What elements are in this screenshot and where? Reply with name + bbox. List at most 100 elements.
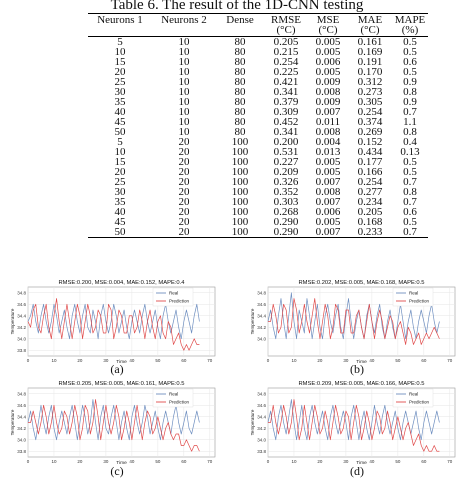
table-row: 45 20 100 0.290 0.005 0.168 0.5 [88, 216, 428, 228]
table-cell: 0.005 [315, 156, 341, 168]
table-cell: 80 [234, 66, 246, 78]
chart-title: RMSE:0.200, MSE:0.004, MAE:0.152, MAPE:0… [59, 280, 186, 286]
x-tick-label: 0 [267, 459, 270, 464]
y-tick-label: 34.8 [257, 290, 266, 295]
table-cell: 0.191 [357, 56, 383, 68]
chart-title: RMSE:0.205, MSE:0.005, MAE:0.161, MAPE:0… [59, 381, 185, 387]
y-tick-label: 34.2 [17, 325, 26, 330]
table-cell: 100 [231, 196, 249, 208]
table-cell: (°C) [348, 25, 392, 37]
legend: Real Prediction [152, 287, 194, 307]
table-cell: 15 [114, 156, 126, 168]
y-tick-label: 34.8 [17, 290, 26, 295]
table-cell: 0.168 [357, 216, 383, 228]
table-cell: 0.170 [357, 66, 383, 78]
table-cell: 0.006 [315, 56, 341, 68]
table-row: 15 10 80 0.254 0.006 0.191 0.6 [88, 56, 428, 68]
series-line-prediction [268, 399, 440, 452]
series-line-prediction [28, 399, 200, 452]
table-cell: 1.1 [403, 116, 417, 128]
x-tick-label: 60 [421, 459, 427, 464]
table-cell: 100 [231, 216, 249, 228]
table-cell: 20 [178, 176, 190, 188]
table-cell: 0.312 [357, 76, 383, 88]
table-row: 30 10 80 0.341 0.008 0.273 0.8 [88, 86, 428, 98]
table-cell: 0.008 [315, 86, 341, 98]
table-cell [216, 25, 264, 37]
table-cell: 10 [178, 56, 190, 68]
table-cell: 0.277 [357, 186, 383, 198]
table-cell: 0.5 [403, 36, 417, 48]
table-cell: 10 [114, 146, 126, 158]
line-chart: 33.8 34.0 34.2 34.4 34.6 34.8 0 10 20 30 40 50 60 70 R… [10, 381, 216, 466]
table-cell: 35 [114, 96, 126, 108]
table-cell: 0.200 [273, 136, 299, 148]
chart-panel-b: 34.0 34.2 34.4 34.6 34.8 0 10 20 30 40 50 60 70 RMSE:… [250, 277, 465, 367]
x-tick-label: 10 [51, 358, 57, 363]
table-cell: 0.326 [273, 176, 299, 188]
legend-label: Prediction [409, 299, 430, 304]
legend-label: Prediction [169, 299, 190, 304]
table-cell: (%) [392, 25, 428, 37]
table-cell: 20 [178, 146, 190, 158]
legend-label: Prediction [169, 400, 190, 405]
table-cell: 0.290 [273, 216, 299, 228]
table-cell: 0.6 [403, 56, 417, 68]
table-cell: 0.268 [273, 206, 299, 218]
table-header-row: Neurons 1 Neurons 2 Dense RMSE MSE MAE MAPE [88, 13, 428, 25]
y-tick-label: 34.6 [17, 302, 26, 307]
legend: Real Prediction [392, 287, 434, 307]
table-cell: 5 [117, 136, 123, 148]
table-row: 25 20 100 0.326 0.007 0.254 0.7 [88, 176, 428, 188]
table-cell: 0.13 [400, 146, 420, 158]
table-cell: 10 [178, 96, 190, 108]
table-cell: 0.225 [273, 66, 299, 78]
table-cell: 0.005 [315, 66, 341, 78]
line-chart: 33.8 34.0 34.2 34.4 34.6 34.8 0 10 20 30 40 50 60 70 R… [10, 280, 216, 365]
table-row: 10 10 80 0.215 0.005 0.169 0.5 [88, 46, 428, 58]
table-cell: 5 [117, 36, 123, 48]
table-cell: 80 [234, 106, 246, 118]
y-tick-label: 34.4 [257, 414, 266, 419]
table-cell [152, 25, 216, 37]
table-row: 40 20 100 0.268 0.006 0.205 0.6 [88, 206, 428, 218]
y-tick-label: 34.6 [17, 403, 26, 408]
table-cell: 10 [178, 126, 190, 138]
table-cell: 25 [114, 176, 126, 188]
table-cell: 35 [114, 196, 126, 208]
y-tick-label: 34.4 [17, 414, 26, 419]
table-cell: MSE [308, 13, 348, 25]
series-line-prediction [268, 298, 440, 345]
table-cell: 0.5 [403, 66, 417, 78]
chart-panel-c: 33.8 34.0 34.2 34.4 34.6 34.8 0 10 20 30 40 50 60 70 R… [10, 378, 225, 468]
table-cell: 20 [178, 186, 190, 198]
table-units-row: (°C) (°C) (°C) (%) [88, 25, 428, 37]
table-cell: 0.341 [273, 86, 299, 98]
table-cell: 80 [234, 36, 246, 48]
y-tick-label: 34.4 [257, 313, 266, 318]
line-chart: 33.8 34.0 34.2 34.4 34.6 34.8 0 10 20 30 40 50 60 70 R… [250, 381, 456, 466]
table-cell: Neurons 1 [88, 13, 152, 25]
table-cell: 40 [114, 206, 126, 218]
table-cell: 0.011 [315, 116, 341, 128]
table-cell: 45 [114, 116, 126, 128]
table-cell: 100 [231, 186, 249, 198]
x-tick-label: 50 [395, 358, 401, 363]
table-cell: 0.005 [315, 216, 341, 228]
x-tick-label: 50 [155, 459, 161, 464]
legend-label: Real [409, 392, 418, 397]
x-axis-label: Time [356, 359, 367, 365]
table-cell: 0.215 [273, 46, 299, 58]
table-cell [88, 25, 152, 37]
legend-label: Real [409, 291, 418, 296]
x-axis-label: Time [116, 460, 127, 466]
table-cell: 0.254 [357, 106, 383, 118]
y-tick-label: 34.2 [257, 325, 266, 330]
table-cell: 0.5 [403, 166, 417, 178]
y-tick-label: 34.6 [257, 302, 266, 307]
x-tick-label: 70 [207, 358, 213, 363]
table-cell: 80 [234, 46, 246, 58]
table-cell: 100 [231, 146, 249, 158]
x-tick-label: 60 [421, 358, 427, 363]
x-tick-label: 10 [51, 459, 57, 464]
